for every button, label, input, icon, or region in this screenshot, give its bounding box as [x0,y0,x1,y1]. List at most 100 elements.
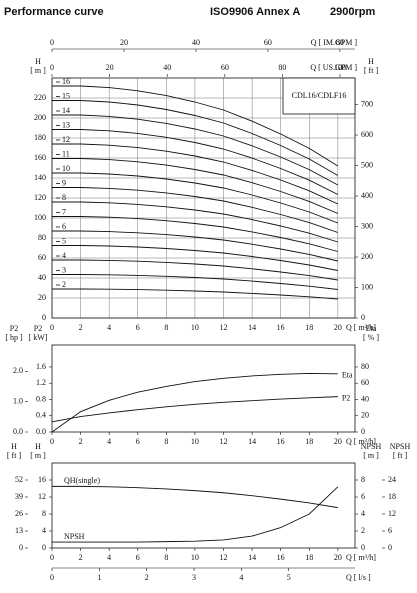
bottom-tick-label: 4 [239,573,243,582]
y2-tick-label: 80 [361,362,369,371]
y2-tick-label: 300 [361,221,373,230]
header-standard: ISO9906 Annex A [210,6,300,18]
y-outer-tick-label: 1.0 [13,397,23,406]
series-line [52,187,338,233]
y2-tick-label: 20 [361,411,369,420]
series-line [52,259,338,281]
series-line [52,100,339,176]
top-axis-label: Q [ IM.GPM ] [311,38,358,47]
y-tick-label: 12 [38,492,46,501]
series-line [52,288,338,300]
top-axis-label: Q [ US.GPM ] [310,63,357,72]
y-axis-label: [ kW] [29,333,48,342]
x-tick-label: 2 [79,553,83,562]
y-axis-label: [ m ] [30,66,46,75]
series-label: 4 [62,251,66,260]
x-tick-label: 0 [50,323,54,332]
y-outer-tick-label: 0 [19,543,23,552]
series-label: 9 [62,178,66,187]
y2-axis-label: [ ft ] [364,66,379,75]
y2-tick-label: 2 [361,526,365,535]
bottom-axis-label: Q [ l/s ] [346,573,371,582]
series-label: 15 [62,91,70,100]
x-tick-label: 16 [277,323,285,332]
y2-outer-axis-label: [ ft ] [393,451,408,460]
top-tick-label: 40 [163,63,171,72]
x-tick-label: 18 [305,553,313,562]
y-outer-tick-label: 39 [15,492,23,501]
y2-tick-label: 400 [361,191,373,200]
y2-axis-label: H [368,57,374,66]
series-line [52,172,339,224]
x-tick-label: 16 [277,553,285,562]
y2-tick-label: 60 [361,378,369,387]
series-line [52,143,339,205]
y2-outer-tick-label: 24 [388,475,396,484]
y-outer-axis-label: [ ft ] [7,451,22,460]
series-line [52,230,338,262]
y2-tick-label: 8 [361,475,365,484]
y-tick-label: 220 [34,93,46,102]
y-axis-label: P2 [34,324,42,333]
y2-tick-label: 6 [361,492,365,501]
y2-tick-label: 100 [361,282,373,291]
y-tick-label: 0.8 [36,394,46,403]
top-tick-label: 80 [278,63,286,72]
x-tick-label: 4 [107,323,111,332]
x-axis-label: Q [ m³/h] [346,553,376,562]
x-tick-label: 20 [334,323,342,332]
series-line [52,486,339,543]
series-line [51,373,338,433]
y-outer-axis-label: [ hp ] [5,333,23,342]
y2-tick-label: 500 [361,160,373,169]
x-tick-label: 14 [248,323,256,332]
x-tick-label: 8 [164,437,168,446]
x-axis-label: Q [ m³/h] [346,437,376,446]
series-label: 5 [62,236,66,245]
y2-tick-label: 0 [361,313,365,322]
y2-axis-label: NPSH [361,442,382,451]
y2-tick-label: 600 [361,130,373,139]
bottom-tick-label: 5 [287,573,291,582]
series-label: 14 [62,106,70,115]
y2-outer-tick-label: 0 [388,543,392,552]
y2-outer-tick-label: 6 [388,526,392,535]
series-label: 13 [62,120,70,129]
x-tick-label: 0 [50,553,54,562]
series-label: 7 [62,207,66,216]
series-line [52,485,338,509]
y-tick-label: 200 [34,113,46,122]
series-label: QH(single) [64,476,100,485]
y2-axis-label: [ % ] [363,333,379,342]
x-tick-label: 14 [248,553,256,562]
y-tick-label: 1.6 [36,362,46,371]
series-label: 3 [62,265,66,274]
y-tick-label: 100 [34,213,46,222]
top-tick-label: 60 [221,63,229,72]
x-tick-label: 14 [248,437,256,446]
top-tick-label: 40 [192,38,200,47]
top-tick-label: 60 [264,38,272,47]
top-tick-label: 20 [106,63,114,72]
bottom-tick-label: 2 [145,573,149,582]
series-label: NPSH [64,532,85,541]
x-tick-label: 10 [191,437,199,446]
y-outer-tick-label: 13 [15,526,23,535]
y-tick-label: 120 [34,193,46,202]
y2-tick-label: 0 [361,543,365,552]
model-label: CDL16/CDLF16 [292,91,347,100]
y-axis-label: [ m ] [30,451,46,460]
top-tick-label: 0 [50,63,54,72]
model-box [282,77,356,115]
y-tick-label: 180 [34,133,46,142]
y-tick-label: 60 [38,253,46,262]
x-tick-label: 6 [136,323,140,332]
top-tick-label: 0 [50,38,54,47]
y-tick-label: 40 [38,273,46,282]
series-line [52,114,339,186]
y-tick-label: 160 [34,153,46,162]
y-tick-label: 80 [38,233,46,242]
series-line [52,85,339,167]
plot-frame [51,344,356,433]
